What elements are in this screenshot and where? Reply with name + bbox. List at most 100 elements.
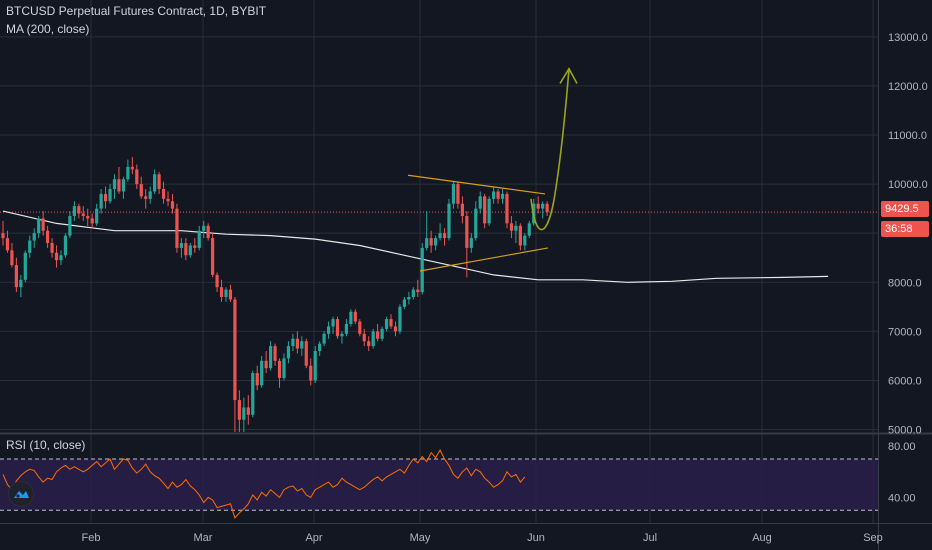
- candle[interactable]: [255, 365, 259, 391]
- candle[interactable]: [411, 287, 415, 300]
- candle[interactable]: [237, 390, 241, 432]
- candle[interactable]: [211, 233, 215, 278]
- candle[interactable]: [215, 272, 219, 293]
- candle[interactable]: [246, 395, 250, 425]
- candle[interactable]: [483, 193, 487, 229]
- candle[interactable]: [318, 341, 322, 356]
- time-axis[interactable]: Feb Mar Apr May Jun Jul Aug Sep: [82, 532, 883, 544]
- candle[interactable]: [371, 328, 375, 349]
- candle[interactable]: [14, 257, 18, 293]
- candle[interactable]: [54, 245, 59, 268]
- candle[interactable]: [135, 164, 139, 189]
- candle[interactable]: [197, 225, 201, 251]
- candle[interactable]: [398, 304, 402, 334]
- candle[interactable]: [112, 174, 117, 199]
- candle[interactable]: [429, 230, 433, 253]
- candle[interactable]: [219, 279, 224, 302]
- candle[interactable]: [509, 216, 514, 239]
- candlestick-series[interactable]: [1, 157, 549, 432]
- candle[interactable]: [393, 321, 398, 337]
- candle[interactable]: [344, 319, 349, 337]
- candle[interactable]: [442, 228, 447, 246]
- candle[interactable]: [153, 169, 157, 194]
- candle[interactable]: [1, 220, 5, 246]
- candle[interactable]: [304, 338, 308, 369]
- candle[interactable]: [166, 191, 170, 207]
- candle[interactable]: [291, 333, 295, 351]
- candle[interactable]: [86, 208, 90, 226]
- candle[interactable]: [309, 358, 313, 386]
- candle[interactable]: [77, 203, 81, 219]
- candle[interactable]: [130, 157, 134, 175]
- candle[interactable]: [63, 233, 68, 258]
- tradingview-logo-button[interactable]: [8, 481, 34, 507]
- candle[interactable]: [447, 198, 451, 241]
- candle[interactable]: [5, 230, 10, 253]
- rsi-line[interactable]: [2, 449, 526, 519]
- candle[interactable]: [313, 346, 317, 383]
- candle[interactable]: [456, 181, 460, 209]
- candle[interactable]: [264, 351, 268, 374]
- candle[interactable]: [380, 326, 384, 342]
- candle[interactable]: [224, 287, 228, 302]
- candle[interactable]: [157, 171, 161, 194]
- candle[interactable]: [451, 181, 456, 209]
- forecast-arrow-head[interactable]: [559, 67, 578, 84]
- candle[interactable]: [402, 297, 406, 310]
- candle[interactable]: [487, 196, 491, 226]
- candle[interactable]: [170, 193, 175, 214]
- candle[interactable]: [492, 186, 496, 204]
- candle[interactable]: [420, 243, 424, 295]
- candle[interactable]: [514, 220, 518, 243]
- rsi-pane[interactable]: [0, 449, 878, 519]
- candle[interactable]: [72, 201, 76, 221]
- candle[interactable]: [358, 319, 362, 337]
- candle[interactable]: [326, 321, 331, 339]
- candle[interactable]: [269, 341, 273, 371]
- candle[interactable]: [505, 191, 509, 229]
- candle[interactable]: [536, 196, 540, 214]
- candle[interactable]: [117, 166, 121, 194]
- candle[interactable]: [19, 274, 23, 297]
- candle[interactable]: [202, 220, 206, 239]
- candle[interactable]: [416, 279, 420, 297]
- candle[interactable]: [541, 201, 545, 219]
- candle[interactable]: [28, 235, 32, 258]
- candle[interactable]: [184, 238, 188, 261]
- candle[interactable]: [68, 211, 72, 239]
- candle[interactable]: [295, 331, 299, 354]
- candle[interactable]: [286, 341, 291, 364]
- candle[interactable]: [161, 181, 166, 204]
- candle[interactable]: [322, 331, 326, 347]
- channel-upper-line[interactable]: [407, 174, 546, 195]
- candle[interactable]: [282, 353, 286, 381]
- candle[interactable]: [188, 243, 192, 258]
- rsi-label[interactable]: RSI (10, close): [6, 438, 86, 452]
- candle[interactable]: [242, 397, 246, 432]
- candle[interactable]: [300, 336, 304, 356]
- ma-200-line[interactable]: [2, 210, 829, 283]
- candle[interactable]: [496, 189, 500, 204]
- candle[interactable]: [121, 176, 126, 199]
- candle[interactable]: [438, 223, 442, 241]
- candle[interactable]: [233, 297, 237, 432]
- candle[interactable]: [425, 211, 429, 251]
- candle[interactable]: [407, 292, 411, 305]
- candle[interactable]: [179, 238, 183, 258]
- drawings-layer[interactable]: [407, 67, 578, 272]
- candle[interactable]: [206, 223, 210, 241]
- candle[interactable]: [353, 309, 357, 324]
- candle[interactable]: [95, 203, 99, 226]
- candle[interactable]: [32, 228, 36, 248]
- candle[interactable]: [474, 201, 478, 241]
- candle[interactable]: [469, 233, 473, 253]
- candle[interactable]: [175, 203, 179, 253]
- candle[interactable]: [46, 225, 50, 248]
- candle[interactable]: [81, 206, 85, 221]
- candle[interactable]: [108, 184, 112, 204]
- candle[interactable]: [545, 201, 549, 216]
- candle[interactable]: [434, 235, 438, 251]
- candle[interactable]: [527, 220, 531, 239]
- candle[interactable]: [331, 316, 335, 334]
- candle[interactable]: [99, 189, 103, 214]
